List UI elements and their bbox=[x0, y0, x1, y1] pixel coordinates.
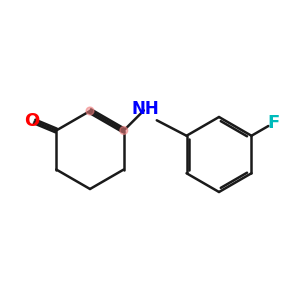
Text: O: O bbox=[25, 112, 40, 130]
Text: NH: NH bbox=[131, 100, 159, 118]
Circle shape bbox=[120, 127, 128, 134]
Circle shape bbox=[86, 107, 94, 115]
Text: F: F bbox=[267, 114, 280, 132]
